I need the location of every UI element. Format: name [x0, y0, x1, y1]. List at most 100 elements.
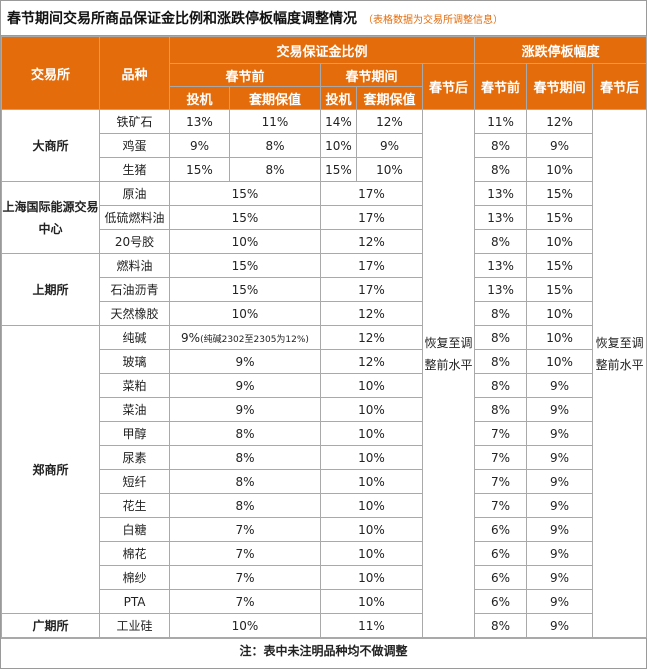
margin-before-cell: 8%	[169, 493, 321, 518]
exchange-cell: 大商所	[1, 109, 100, 182]
margin-during-cell: 10%	[320, 589, 423, 614]
variety-cell: PTA	[99, 589, 170, 614]
variety-cell: 花生	[99, 493, 170, 518]
variety-cell: 棉纱	[99, 565, 170, 590]
limit-before-cell: 13%	[474, 205, 528, 230]
limit-before-cell: 13%	[474, 277, 528, 302]
margin-before-value: 8%	[235, 426, 255, 441]
variety-cell: 菜油	[99, 397, 170, 422]
margin-before-value: 15%	[231, 210, 259, 225]
margin-before-cell: 8%	[169, 421, 321, 446]
limit-during-cell: 9%	[526, 493, 594, 518]
table-row: 棉花 7% 10% 6% 9%	[2, 541, 647, 566]
margin-before-spec-cell: 15%	[169, 157, 230, 182]
margin-during-spec-cell: 10%	[320, 133, 357, 158]
margin-before-value: 9%	[235, 378, 255, 393]
table-row: 白糖 7% 10% 6% 9%	[2, 517, 647, 542]
exchange-cell: 广期所	[1, 613, 100, 638]
col-margin-during: 春节期间	[320, 63, 423, 87]
limit-during-cell: 15%	[526, 205, 594, 230]
variety-cell: 短纤	[99, 469, 170, 494]
margin-during-cell: 11%	[320, 613, 423, 638]
margin-before-value: 7%	[235, 546, 255, 561]
margin-before-cell: 9%	[169, 349, 321, 374]
margin-during-spec-cell: 15%	[320, 157, 357, 182]
limit-before-cell: 7%	[474, 469, 528, 494]
variety-cell: 生猪	[99, 157, 170, 182]
limit-during-cell: 10%	[526, 349, 594, 374]
limit-before-cell: 7%	[474, 493, 528, 518]
col-limit-after: 春节后	[592, 63, 647, 110]
limit-before-cell: 6%	[474, 517, 528, 542]
margin-during-cell: 10%	[320, 565, 423, 590]
margin-during-cell: 12%	[320, 301, 423, 326]
limit-during-cell: 9%	[526, 589, 594, 614]
margin-before-cell: 8%	[169, 445, 321, 470]
margin-during-cell: 10%	[320, 517, 423, 542]
limit-before-cell: 8%	[474, 157, 528, 182]
margin-during-cell: 10%	[320, 541, 423, 566]
margin-before-value: 9%	[181, 330, 201, 345]
col-limit-during: 春节期间	[526, 63, 594, 110]
margin-before-cell: 15%	[169, 277, 321, 302]
limit-during-cell: 9%	[526, 373, 594, 398]
limit-during-cell: 9%	[526, 541, 594, 566]
table-row: 甲醇 8% 10% 7% 9%	[2, 421, 647, 446]
table-row: PTA 7% 10% 6% 9%	[2, 589, 647, 614]
limit-during-cell: 9%	[526, 613, 594, 638]
limit-during-cell: 10%	[526, 325, 594, 350]
limit-before-cell: 7%	[474, 445, 528, 470]
margin-during-cell: 10%	[320, 373, 423, 398]
margin-before-value: 9%	[235, 354, 255, 369]
table-row: 上海国际能源交易中心 原油 15% 17% 恢复至调整前水平 13% 15%	[1, 181, 647, 638]
limit-during-cell: 15%	[526, 181, 594, 206]
limit-before-cell: 8%	[474, 301, 528, 326]
limit-before-cell: 8%	[474, 325, 528, 350]
margin-before-hedge-cell: 11%	[229, 109, 321, 134]
margin-before-value: 15%	[231, 186, 259, 201]
margin-before-value: 7%	[235, 594, 255, 609]
table-row: 尿素 8% 10% 7% 9%	[2, 445, 647, 470]
limit-during-cell: 10%	[526, 301, 594, 326]
table-row: 上期所 燃料油 15% 17% 13% 15%	[1, 253, 647, 326]
margin-during-spec-cell: 14%	[320, 109, 357, 134]
margin-before-cell: 9%	[169, 397, 321, 422]
margin-during-hedge-cell: 12%	[356, 109, 423, 134]
margin-before-value: 10%	[231, 618, 259, 633]
table-row: 菜油 9% 10% 8% 9%	[2, 397, 647, 422]
limit-during-cell: 10%	[526, 229, 594, 254]
title-bar: 春节期间交易所商品保证金比例和涨跌停板幅度调整情况 （表格数据为交易所调整信息）	[1, 1, 646, 36]
table-row: 石油沥青 15% 17% 13% 15%	[2, 277, 647, 302]
margin-before-cell: 8%	[169, 469, 321, 494]
margin-before-cell: 10%	[169, 301, 321, 326]
col-before-spec: 投机	[169, 86, 230, 110]
limit-before-cell: 6%	[474, 589, 528, 614]
limit-after-cell: 恢复至调整前水平	[592, 109, 647, 638]
margin-during-cell: 17%	[320, 253, 423, 278]
limit-before-cell: 8%	[474, 373, 528, 398]
limit-during-cell: 9%	[526, 421, 594, 446]
limit-during-cell: 15%	[526, 253, 594, 278]
variety-cell: 20号胶	[99, 229, 170, 254]
margin-before-value: 7%	[235, 570, 255, 585]
col-during-hedge: 套期保值	[356, 86, 423, 110]
margin-during-cell: 10%	[320, 493, 423, 518]
margin-during-cell: 17%	[320, 277, 423, 302]
footnote: 注：表中未注明品种均不做调整	[1, 638, 646, 661]
margin-before-cell: 15%	[169, 181, 321, 206]
page-subtitle: （表格数据为交易所调整信息）	[363, 14, 503, 26]
col-limit-before: 春节前	[474, 63, 528, 110]
limit-before-cell: 8%	[474, 397, 528, 422]
limit-before-cell: 7%	[474, 421, 528, 446]
margin-during-cell: 12%	[320, 325, 423, 350]
margin-during-hedge-cell: 9%	[356, 133, 423, 158]
limit-during-cell: 15%	[526, 277, 594, 302]
margin-during-cell: 10%	[320, 421, 423, 446]
limit-during-cell: 9%	[526, 517, 594, 542]
col-exchange: 交易所	[1, 36, 100, 110]
limit-during-cell: 12%	[526, 109, 594, 134]
margin-before-hedge-cell: 8%	[229, 157, 321, 182]
col-margin-after: 春节后	[421, 63, 476, 110]
limit-before-cell: 8%	[474, 613, 528, 638]
margin-before-value: 8%	[235, 450, 255, 465]
